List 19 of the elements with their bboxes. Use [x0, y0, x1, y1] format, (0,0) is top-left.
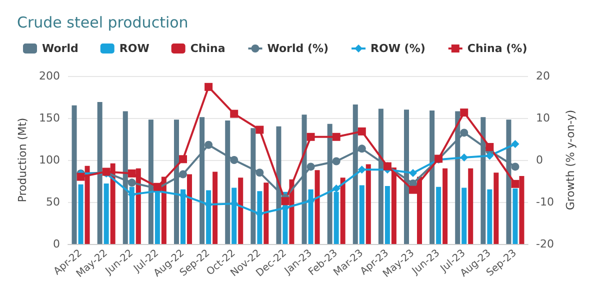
y-tick-label: 100 [39, 154, 60, 166]
y-tick-label: 0 [53, 238, 60, 250]
y-tick-label: 200 [39, 70, 60, 82]
y2-tick-label: -10 [536, 196, 554, 208]
y2-tick-label: 10 [536, 112, 550, 124]
chart-title: Crude steel production [17, 14, 188, 32]
y2-tick-label: 20 [536, 70, 550, 82]
legend-label: World (%) [267, 42, 329, 55]
legend-label: China (%) [467, 42, 528, 55]
legend-label: ROW [119, 42, 150, 55]
legend-label: ROW (%) [370, 42, 426, 55]
y-tick-label: 150 [39, 112, 60, 124]
legend-label: China [190, 42, 226, 55]
y2-tick-label: 0 [536, 154, 543, 166]
y-tick-label: 50 [46, 196, 60, 208]
legend-label: World [42, 42, 78, 55]
y2-tick-label: -20 [536, 238, 554, 250]
y-axis-title: Production (Mt) [16, 118, 30, 202]
y2-axis-title: Growth (% y-on-y) [564, 110, 577, 210]
